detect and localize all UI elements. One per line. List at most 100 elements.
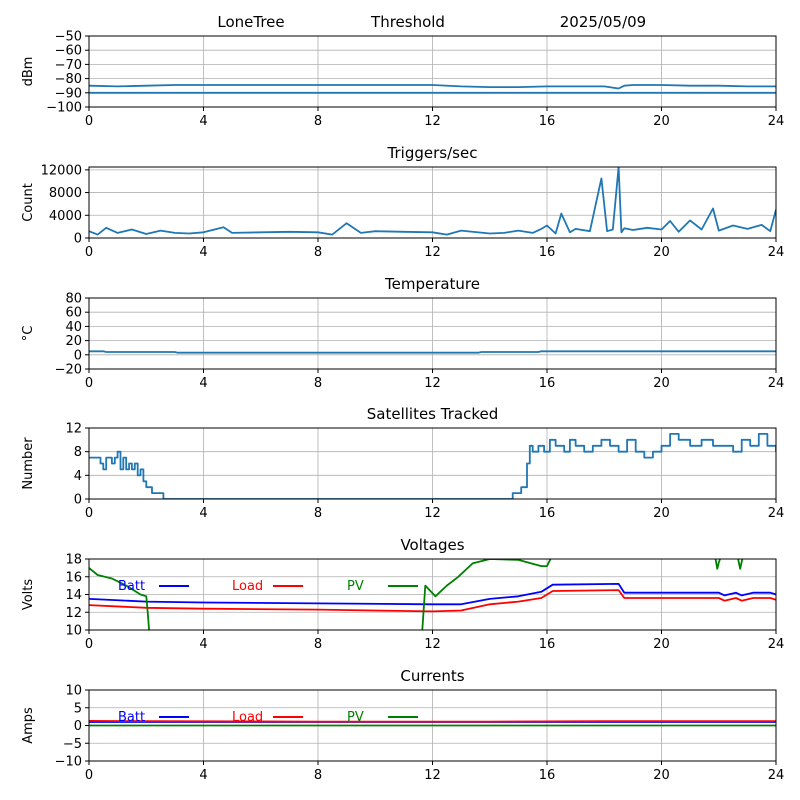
- x-tick-label: 8: [314, 637, 322, 652]
- series-line-pv-3: [421, 559, 552, 630]
- y-tick-label: 10: [65, 624, 82, 639]
- x-tick-label: 4: [199, 768, 207, 783]
- x-tick-label: 16: [539, 376, 556, 391]
- y-tick-label: 10: [65, 684, 82, 699]
- x-tick-label: 12: [424, 506, 441, 521]
- series-line-temperature-0: [89, 350, 776, 354]
- x-tick-label: 12: [424, 376, 441, 391]
- y-tick-label: −50: [55, 30, 82, 45]
- series-line-pv-4: [714, 559, 721, 570]
- x-tick-label: 8: [314, 506, 322, 521]
- panel-voltages: 0 4 8 12 16 20 24 10 12 14 16 18 Voltages Volts Batt Lo…: [21, 536, 784, 652]
- x-tick-label: 20: [653, 506, 670, 521]
- x-tick-label: 24: [768, 376, 785, 391]
- y-tick-label: 12: [65, 422, 82, 437]
- series-group: [89, 559, 776, 630]
- y-tick-label: −70: [55, 58, 82, 73]
- series-line-load-1: [89, 720, 776, 723]
- y-tick-label: 8000: [49, 186, 82, 201]
- panel-title: Satellites Tracked: [367, 405, 498, 423]
- y-tick-label: 0: [74, 232, 82, 247]
- x-tick-label: 24: [768, 506, 785, 521]
- y-axis-label: °C: [21, 326, 36, 342]
- panel-title: Currents: [400, 667, 464, 685]
- y-tick-label: −10: [55, 755, 82, 770]
- x-tick-label: 16: [539, 637, 556, 652]
- series-group: [89, 167, 776, 236]
- x-tick-label: 8: [314, 376, 322, 391]
- panel-satellites: 0 4 8 12 16 20 24 0 4 8 12 Satellites Tracked Number: [21, 405, 784, 521]
- header-station: LoneTree: [217, 13, 284, 31]
- x-tick-label: 24: [768, 637, 785, 652]
- y-tick-label: −5: [63, 737, 82, 752]
- x-tick-label: 20: [653, 376, 670, 391]
- x-tick-label: 20: [653, 114, 670, 129]
- series-group: [89, 350, 776, 354]
- y-tick-label: −60: [55, 44, 82, 59]
- x-tick-label: 20: [653, 245, 670, 260]
- y-tick-label: −90: [55, 86, 82, 101]
- x-tick-label: 4: [199, 506, 207, 521]
- x-tick-label: 16: [539, 245, 556, 260]
- panel-title: Voltages: [400, 536, 464, 554]
- x-tick-label: 4: [199, 637, 207, 652]
- y-tick-label: 0: [74, 348, 82, 363]
- series-line-satellites-0: [89, 433, 776, 499]
- x-tick-label: 16: [539, 768, 556, 783]
- y-tick-label: 5: [74, 701, 82, 716]
- x-tick-label: 24: [768, 245, 785, 260]
- series-group: [89, 84, 776, 94]
- y-tick-label: 16: [65, 570, 82, 585]
- y-tick-label: 14: [65, 588, 82, 603]
- y-tick-label: −20: [55, 363, 82, 378]
- series-line-rssi-0: [89, 84, 776, 90]
- x-tick-label: 8: [314, 768, 322, 783]
- x-tick-label: 0: [85, 637, 93, 652]
- y-tick-label: 12000: [41, 163, 82, 178]
- y-tick-label: 40: [65, 320, 82, 335]
- x-tick-label: 4: [199, 114, 207, 129]
- legend-label-pv: PV: [347, 579, 364, 594]
- panel-title: Temperature: [384, 275, 480, 293]
- x-tick-label: 0: [85, 114, 93, 129]
- x-tick-label: 16: [539, 114, 556, 129]
- x-tick-label: 12: [424, 245, 441, 260]
- x-tick-label: 0: [85, 768, 93, 783]
- x-tick-label: 20: [653, 768, 670, 783]
- series-group: [89, 720, 776, 727]
- x-tick-label: 8: [314, 114, 322, 129]
- y-axis-label: Number: [21, 437, 36, 490]
- x-tick-label: 16: [539, 506, 556, 521]
- y-tick-label: 80: [65, 292, 82, 307]
- series-line-pv-2: [89, 567, 151, 630]
- x-tick-label: 12: [424, 637, 441, 652]
- x-tick-label: 24: [768, 114, 785, 129]
- y-tick-label: 60: [65, 306, 82, 321]
- panel-rssi: 0 4 8 12 16 20 24 −100−90−80−70−60−50 dBm: [21, 30, 784, 130]
- x-tick-label: 8: [314, 245, 322, 260]
- y-tick-label: 0: [74, 493, 82, 508]
- y-axis-label: Volts: [21, 579, 36, 611]
- x-tick-label: 12: [424, 114, 441, 129]
- legend-label-batt: Batt: [118, 710, 145, 725]
- y-axis-label: Amps: [21, 707, 36, 744]
- y-tick-label: 8: [74, 445, 82, 460]
- header-date: 2025/05/09: [560, 13, 646, 31]
- series-group: [89, 433, 776, 499]
- panel-triggers: 0 4 8 12 16 20 24 0 4000 8000 12000 Triggers/sec Cou…: [21, 144, 784, 260]
- legend-label-batt: Batt: [118, 579, 145, 594]
- series-line-load-1: [89, 589, 776, 613]
- y-tick-label: 18: [65, 553, 82, 568]
- x-tick-label: 20: [653, 637, 670, 652]
- y-tick-label: 4: [74, 469, 82, 484]
- panel-title: Triggers/sec: [387, 144, 478, 162]
- y-axis-label: Count: [21, 183, 36, 222]
- y-tick-label: 0: [74, 719, 82, 734]
- y-tick-label: 12: [65, 606, 82, 621]
- x-tick-label: 4: [199, 376, 207, 391]
- y-tick-label: −100: [46, 101, 82, 116]
- x-tick-label: 0: [85, 376, 93, 391]
